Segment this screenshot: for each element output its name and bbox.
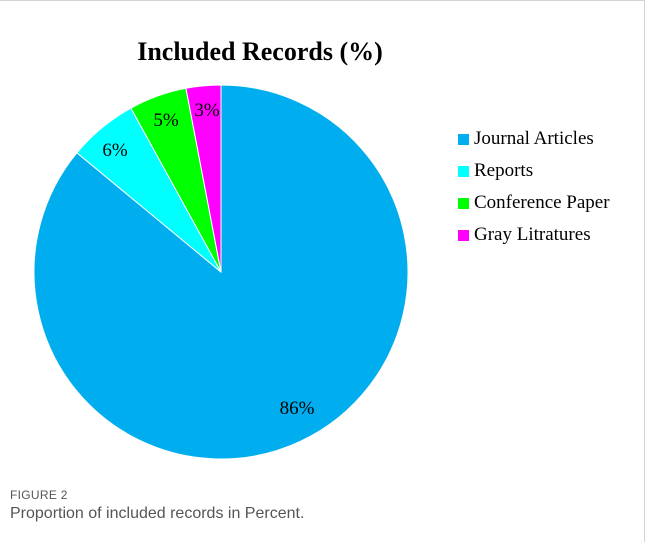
pie-slice-gray-litratures <box>185 84 222 273</box>
data-label-conference-paper: 5% <box>153 110 179 131</box>
legend-swatch <box>458 165 469 177</box>
legend-swatch <box>458 133 469 145</box>
chart-legend: Journal Articles Reports Conference Paper G… <box>458 123 610 251</box>
legend-item-journal-articles: Journal Articles <box>458 123 610 155</box>
legend-label: Journal Articles <box>474 128 594 149</box>
data-label-reports: 6% <box>102 140 128 161</box>
data-label-journal-articles: 86% <box>280 398 315 419</box>
pie-chart: 86% 6% 5% 3% <box>33 84 409 460</box>
legend-item-reports: Reports <box>458 155 610 187</box>
figure-caption: Proportion of included records in Percen… <box>10 505 305 522</box>
legend-item-conference-paper: Conference Paper <box>458 187 610 219</box>
legend-label: Conference Paper <box>474 192 610 213</box>
data-label-gray-litratures: 3% <box>194 100 220 121</box>
legend-label: Reports <box>474 160 534 181</box>
chart-title: Included Records (%) <box>137 37 383 66</box>
legend-item-gray-litratures: Gray Litratures <box>458 219 610 251</box>
legend-label: Gray Litratures <box>474 224 591 245</box>
legend-swatch <box>458 229 469 241</box>
figure-label: FIGURE 2 <box>10 488 68 502</box>
legend-swatch <box>458 197 469 209</box>
